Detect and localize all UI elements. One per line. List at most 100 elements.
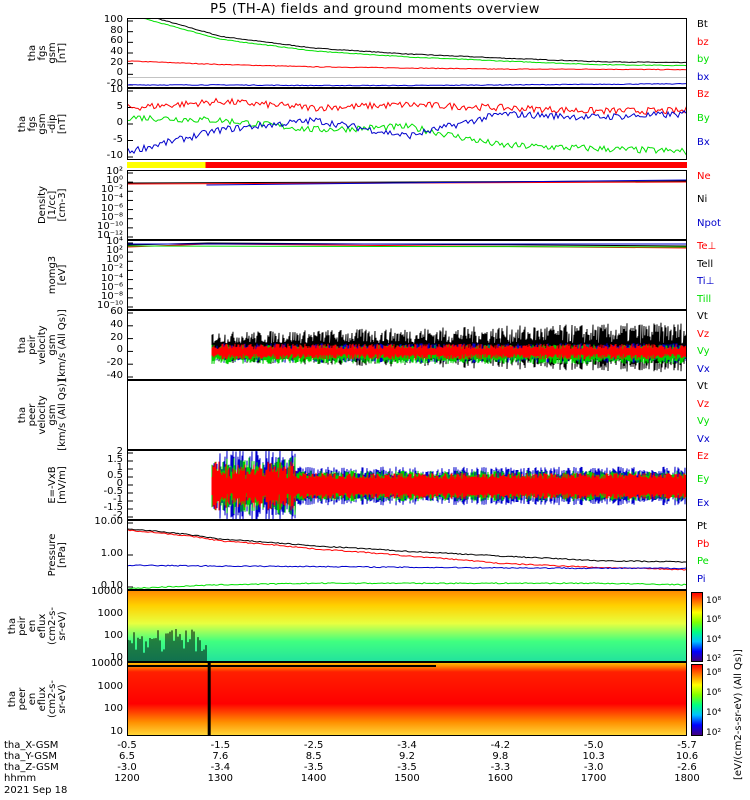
xaxis-value: 10.3 [582,751,605,762]
ytick-label: 2 [116,446,123,457]
xaxis-value: 1300 [207,773,234,784]
series-by [143,19,686,67]
legend-efield-Ez: Ez [697,451,709,462]
ytick-label: 20 [110,56,123,68]
ylabel-line: [nT] [57,113,68,135]
ytick-label: 10⁻⁴ [100,193,123,205]
xaxis-value: -3.3 [490,762,511,773]
series-Pb [128,529,686,571]
ytick-label: 0 [116,117,123,128]
series-Pt [128,528,686,563]
ytick-label: -1 [113,494,123,505]
ytick-label: 1.5 [107,454,123,465]
legend-pressure-Pb: Pb [697,538,710,550]
ytick-label: 80 [110,24,123,36]
ytick-label: 1000 [97,680,123,692]
ytick-label: 0 [116,67,123,79]
ytick-label: -1.5 [103,502,123,513]
legend-fgs-gsm-bx: bx [697,71,710,83]
panel-peer-vel [127,380,687,450]
legend-peer-vel-Vy: Vy [697,416,710,427]
ytick-label: 100 [103,14,123,25]
xaxis-value: -5.0 [583,740,604,751]
colorbar-tick: 10² [706,728,722,738]
series-By [128,114,686,156]
ytick-label: 100 [103,630,123,641]
panel-temp [127,240,687,310]
xaxis-value: 1700 [580,773,607,784]
panel-fgs-dsl [127,88,687,160]
xaxis-value: 1200 [114,773,140,784]
legend-fgs-dsl-Bx: Bx [697,137,710,148]
ytick-label: -20 [106,78,123,89]
legend-peer-vel-Vx: Vx [697,433,710,445]
ytick-label: 10000 [91,586,123,597]
legend-fgs-gsm-bz: bz [697,36,709,48]
legend-pressure-Pi: Pi [697,573,706,585]
legend-pressure-Pe: Pe [697,556,709,567]
ytick-label: -0.5 [103,486,123,497]
legend-temp-Te⊥: Te⊥ [697,241,717,252]
ytick-label: 1000 [97,608,123,619]
ytick-label: 20 [110,331,123,343]
ytick-label: 10⁰ [106,254,123,266]
legend-temp-Till: Till [697,293,712,305]
xaxis-value: 1400 [300,773,327,784]
ytick-label: -2 [113,510,123,521]
xaxis-value: -0.5 [117,740,137,751]
ytick-label: 0 [116,478,123,489]
ytick-label: 40 [110,318,123,330]
ytick-label: 10000 [91,658,123,669]
ytick-label: 10⁻⁸ [100,211,123,223]
plot-area-density [128,172,686,238]
plot-area-fgs-gsm [128,19,686,87]
xaxis-row-label: hhmm [4,773,37,784]
ytick-label: 1 [116,462,123,473]
ytick-label: 10.00 [94,516,123,527]
ytick-label: 10⁻¹² [96,230,123,241]
spectrogram-electron [128,663,686,735]
ytick-label: 100 [103,703,123,715]
plot-area-temp [128,242,686,308]
ylabel-line: sr-eV) [57,684,68,714]
xaxis-value: -3.0 [583,762,604,773]
series-bx [128,82,686,87]
xaxis-value: 8.5 [305,751,322,762]
ytick-label: -5 [113,133,123,145]
xaxis-value: 9.2 [399,751,415,762]
xaxis-value: -3.4 [210,762,231,773]
legend-peir-vel-Vt: Vt [697,311,708,322]
low-count-region [128,628,207,661]
ytick-label: 10² [106,166,123,177]
ytick-label: 1.00 [100,548,123,559]
series-Bt [157,19,686,64]
xaxis-row-label: tha_X-GSM [4,740,59,751]
xaxis-value: -3.5 [397,762,417,773]
legend-peer-vel-Vz: Vz [697,398,710,410]
ytick-label: 10⁴ [106,236,123,247]
legend-fgs-dsl-By: By [697,113,710,124]
xaxis-value: 7.6 [212,751,229,762]
xaxis-value: 1600 [487,773,514,784]
ytick-label: 10⁻² [100,263,123,275]
series-bz [128,60,686,71]
panel-efield [127,450,687,520]
colorbar-tick: 10² [706,654,722,664]
xaxis-value: -3.4 [397,740,417,751]
xaxis-value: 1500 [394,773,420,784]
plot-area-peir-spec [128,591,686,661]
data-quality-bar [127,162,687,168]
ytick-label: 60 [110,306,123,317]
plot-area-fgs-dsl [128,90,686,158]
legend-temp-Ti⊥: Ti⊥ [697,276,715,287]
legend-peir-vel-Vy: Vy [697,346,710,357]
xaxis-value: 1800 [674,773,700,784]
plot-area-pressure [128,522,686,589]
ytick-label: 10⁻⁶ [100,202,123,214]
xaxis-value: -5.7 [677,740,697,751]
ytick-label: 0.5 [107,470,123,481]
xaxis-value: -3.5 [303,762,324,773]
plot-area-peer-spec [128,663,686,735]
spectrogram-ion [128,591,686,661]
plot-area-peir-vel [128,312,686,378]
